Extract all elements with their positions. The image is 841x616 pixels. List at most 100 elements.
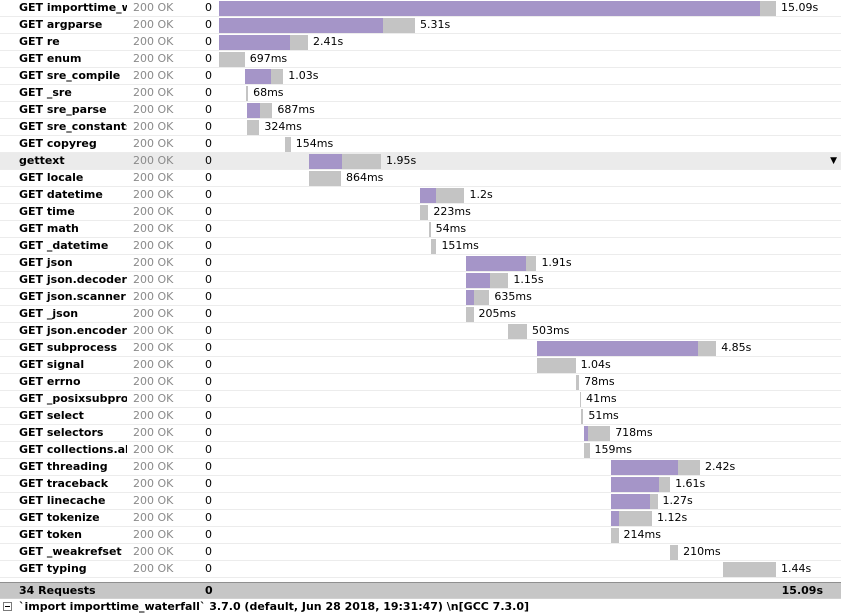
request-name: GET argparse	[19, 18, 103, 31]
timing-label: 151ms	[441, 239, 479, 252]
request-size: 0	[205, 307, 212, 320]
timing-bar-self	[610, 477, 659, 492]
collapse-minus-icon[interactable]	[3, 602, 12, 611]
timing-label: 154ms	[295, 137, 334, 150]
request-status: 200 OK	[133, 188, 174, 201]
request-row[interactable]: GET select 200 OK 0 51ms	[0, 408, 841, 425]
timing-label: 635ms	[494, 290, 532, 303]
request-row[interactable]: GET copyreg 200 OK 0 154ms	[0, 136, 841, 153]
expand-arrow-icon[interactable]: ▼	[830, 156, 837, 166]
timing-label: 1.03s	[288, 69, 319, 82]
request-status: 200 OK	[133, 69, 174, 82]
request-name: GET errno	[19, 375, 81, 388]
request-row[interactable]: GET locale 200 OK 0 864ms	[0, 170, 841, 187]
timing-label: 5.31s	[420, 18, 451, 31]
request-row[interactable]: GET errno 200 OK 0 78ms	[0, 374, 841, 391]
request-row[interactable]: GET importtime_waterfall 200 OK 0 15.09s	[0, 0, 841, 17]
request-name: GET enum	[19, 52, 82, 65]
request-name: GET copyreg	[19, 137, 97, 150]
timing-bar-total	[285, 137, 291, 152]
request-size: 0	[205, 477, 212, 490]
request-name: GET re	[19, 35, 60, 48]
request-size: 0	[205, 154, 212, 167]
request-size: 0	[205, 120, 212, 133]
request-size: 0	[205, 86, 212, 99]
request-row[interactable]: GET time 200 OK 0 223ms	[0, 204, 841, 221]
request-status: 200 OK	[133, 460, 174, 473]
request-status: 200 OK	[133, 103, 174, 116]
request-row[interactable]: GET re 200 OK 0 2.41s	[0, 34, 841, 51]
request-status: 200 OK	[133, 154, 174, 167]
request-row[interactable]: GET datetime 200 OK 0 1.2s	[0, 187, 841, 204]
request-row[interactable]: GET selectors 200 OK 0 718ms	[0, 425, 841, 442]
timing-bar-total	[583, 426, 611, 441]
total-time: 15.09s	[781, 584, 823, 597]
request-status: 200 OK	[133, 1, 174, 14]
request-status: 200 OK	[133, 35, 174, 48]
request-status: 200 OK	[133, 120, 174, 133]
request-row[interactable]: GET json.decoder 200 OK 0 1.15s	[0, 272, 841, 289]
request-row[interactable]: GET _json 200 OK 0 205ms	[0, 306, 841, 323]
request-status: 200 OK	[133, 205, 174, 218]
request-size: 0	[205, 18, 212, 31]
request-row[interactable]: gettext 200 OK 0 1.95s ▼	[0, 153, 841, 170]
request-row[interactable]: GET math 200 OK 0 54ms	[0, 221, 841, 238]
request-size: 0	[205, 171, 212, 184]
request-row[interactable]: GET subprocess 200 OK 0 4.85s	[0, 340, 841, 357]
request-row[interactable]: GET traceback 200 OK 0 1.61s	[0, 476, 841, 493]
timing-label: 159ms	[594, 443, 632, 456]
request-row[interactable]: GET linecache 200 OK 0 1.27s	[0, 493, 841, 510]
timing-bar-total	[508, 324, 527, 339]
timing-label: 41ms	[586, 392, 617, 405]
request-name: GET json.decoder	[19, 273, 127, 286]
request-row[interactable]: GET _posixsubprocess 200 OK 0 41ms	[0, 391, 841, 408]
timing-bar-total	[245, 86, 249, 101]
request-row[interactable]: GET sre_constants 200 OK 0 324ms	[0, 119, 841, 136]
request-row[interactable]: GET json 200 OK 0 1.91s	[0, 255, 841, 272]
request-name: GET sre_compile	[19, 69, 121, 82]
request-row[interactable]: GET json.scanner 200 OK 0 635ms	[0, 289, 841, 306]
request-row[interactable]: GET sre_parse 200 OK 0 687ms	[0, 102, 841, 119]
request-row[interactable]: GET tokenize 200 OK 0 1.12s	[0, 510, 841, 527]
timing-label: 1.91s	[541, 256, 572, 269]
request-row[interactable]: GET signal 200 OK 0 1.04s	[0, 357, 841, 374]
request-size: 0	[205, 137, 212, 150]
timing-label: 1.95s	[386, 154, 417, 167]
timing-label: 324ms	[264, 120, 302, 133]
request-row[interactable]: GET sre_compile 200 OK 0 1.03s	[0, 68, 841, 85]
request-row[interactable]: GET _datetime 200 OK 0 151ms	[0, 238, 841, 255]
request-status: 200 OK	[133, 341, 174, 354]
request-name: GET _sre	[19, 86, 72, 99]
request-size: 0	[205, 409, 212, 422]
request-name: GET linecache	[19, 494, 106, 507]
request-status: 200 OK	[133, 222, 174, 235]
request-name: GET signal	[19, 358, 85, 371]
request-row[interactable]: GET _sre 200 OK 0 68ms	[0, 85, 841, 102]
timing-label: 205ms	[478, 307, 516, 320]
request-row[interactable]: GET typing 200 OK 0 1.44s	[0, 561, 841, 578]
request-size: 0	[205, 256, 212, 269]
timing-bar-total	[537, 358, 576, 373]
request-size: 0	[205, 494, 212, 507]
request-row[interactable]: GET collections.abc 200 OK 0 159ms	[0, 442, 841, 459]
request-name: GET _datetime	[19, 239, 109, 252]
request-row[interactable]: GET json.encoder 200 OK 0 503ms	[0, 323, 841, 340]
request-size: 0	[205, 443, 212, 456]
request-size: 0	[205, 222, 212, 235]
request-name: GET traceback	[19, 477, 109, 490]
timing-label: 1.27s	[662, 494, 693, 507]
request-row[interactable]: GET argparse 200 OK 0 5.31s	[0, 17, 841, 34]
request-row[interactable]: GET _weakrefset 200 OK 0 210ms	[0, 544, 841, 561]
request-row[interactable]: GET threading 200 OK 0 2.42s	[0, 459, 841, 476]
request-name: GET json.encoder	[19, 324, 127, 337]
request-status: 200 OK	[133, 562, 174, 575]
page-group-footer[interactable]: `import importtime_waterfall` 3.7.0 (def…	[0, 598, 841, 616]
total-size: 0	[205, 584, 213, 597]
timing-bar-total	[309, 171, 341, 186]
request-row[interactable]: GET token 200 OK 0 214ms	[0, 527, 841, 544]
request-status: 200 OK	[133, 273, 174, 286]
timing-label: 1.44s	[781, 562, 812, 575]
timing-bar-total	[428, 222, 431, 237]
timing-label: 697ms	[249, 52, 288, 65]
request-row[interactable]: GET enum 200 OK 0 697ms	[0, 51, 841, 68]
